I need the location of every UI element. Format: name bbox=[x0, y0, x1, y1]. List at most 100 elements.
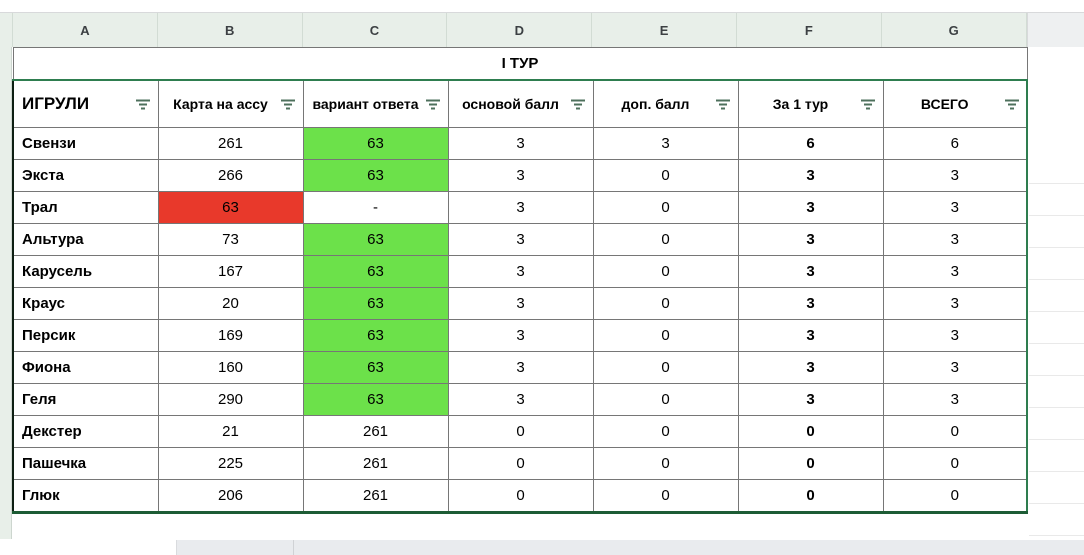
cell-karta[interactable]: 290 bbox=[157, 383, 304, 416]
header-karta[interactable]: Карта на ассу bbox=[157, 79, 304, 128]
cell-za-tur[interactable]: 3 bbox=[737, 223, 884, 256]
column-header-b[interactable]: B bbox=[157, 13, 303, 47]
cell-za-tur[interactable]: 3 bbox=[737, 287, 884, 320]
cell-karta[interactable]: 21 bbox=[157, 415, 304, 448]
cell-dop[interactable]: 0 bbox=[592, 223, 739, 256]
cell-player-name[interactable]: Глюк bbox=[12, 479, 159, 514]
cell-karta[interactable]: 160 bbox=[157, 351, 304, 384]
cell-osnovnoy[interactable]: 3 bbox=[447, 383, 594, 416]
cell-dop[interactable]: 0 bbox=[592, 159, 739, 192]
cell-vsego[interactable]: 3 bbox=[882, 351, 1028, 384]
cell-za-tur[interactable]: 3 bbox=[737, 351, 884, 384]
filter-icon[interactable] bbox=[281, 99, 296, 110]
header-za-tur[interactable]: За 1 тур bbox=[737, 79, 884, 128]
cell-variant[interactable]: 261 bbox=[302, 415, 449, 448]
cell-variant[interactable]: 63 bbox=[302, 127, 449, 160]
cell-variant[interactable]: 63 bbox=[302, 351, 449, 384]
header-osnovnoy[interactable]: основой балл bbox=[447, 79, 594, 128]
cell-osnovnoy[interactable]: 0 bbox=[447, 479, 594, 514]
cell-dop[interactable]: 0 bbox=[592, 447, 739, 480]
cell-player-name[interactable]: Свензи bbox=[12, 127, 159, 160]
cell-za-tur[interactable]: 0 bbox=[737, 479, 884, 514]
cell-za-tur[interactable]: 0 bbox=[737, 447, 884, 480]
cell-dop[interactable]: 3 bbox=[592, 127, 739, 160]
cell-osnovnoy[interactable]: 3 bbox=[447, 223, 594, 256]
cell-osnovnoy[interactable]: 3 bbox=[447, 191, 594, 224]
cell-karta[interactable]: 206 bbox=[157, 479, 304, 514]
cell-karta[interactable]: 73 bbox=[157, 223, 304, 256]
cell-za-tur[interactable]: 3 bbox=[737, 191, 884, 224]
cell-player-name[interactable]: Геля bbox=[12, 383, 159, 416]
cell-osnovnoy[interactable]: 0 bbox=[447, 415, 594, 448]
cell-player-name[interactable]: Пашечка bbox=[12, 447, 159, 480]
cell-osnovnoy[interactable]: 3 bbox=[447, 127, 594, 160]
cell-karta[interactable]: 20 bbox=[157, 287, 304, 320]
cell-karta[interactable]: 169 bbox=[157, 319, 304, 352]
cell-karta[interactable]: 167 bbox=[157, 255, 304, 288]
cell-dop[interactable]: 0 bbox=[592, 479, 739, 514]
cell-variant[interactable]: 261 bbox=[302, 447, 449, 480]
cell-vsego[interactable]: 3 bbox=[882, 191, 1028, 224]
header-dop[interactable]: доп. балл bbox=[592, 79, 739, 128]
cell-dop[interactable]: 0 bbox=[592, 351, 739, 384]
cell-player-name[interactable]: Карусель bbox=[12, 255, 159, 288]
cell-player-name[interactable]: Экста bbox=[12, 159, 159, 192]
cell-osnovnoy[interactable]: 3 bbox=[447, 351, 594, 384]
filter-icon[interactable] bbox=[426, 99, 441, 110]
cell-variant[interactable]: - bbox=[302, 191, 449, 224]
cell-osnovnoy[interactable]: 3 bbox=[447, 255, 594, 288]
cell-vsego[interactable]: 3 bbox=[882, 159, 1028, 192]
cell-dop[interactable]: 0 bbox=[592, 415, 739, 448]
cell-variant[interactable]: 63 bbox=[302, 223, 449, 256]
cell-za-tur[interactable]: 3 bbox=[737, 255, 884, 288]
cell-karta[interactable]: 225 bbox=[157, 447, 304, 480]
cell-vsego[interactable]: 3 bbox=[882, 319, 1028, 352]
row-header-strip[interactable] bbox=[0, 47, 12, 539]
cell-vsego[interactable]: 3 bbox=[882, 255, 1028, 288]
column-header-e[interactable]: E bbox=[592, 13, 737, 47]
cell-vsego[interactable]: 0 bbox=[882, 415, 1028, 448]
cell-za-tur[interactable]: 6 bbox=[737, 127, 884, 160]
cell-player-name[interactable]: Краус bbox=[12, 287, 159, 320]
cell-osnovnoy[interactable]: 0 bbox=[447, 447, 594, 480]
column-header-c[interactable]: C bbox=[302, 13, 448, 47]
cell-karta[interactable]: 266 bbox=[157, 159, 304, 192]
cell-player-name[interactable]: Фиона bbox=[12, 351, 159, 384]
round-title-cell[interactable]: I ТУР bbox=[12, 47, 1028, 81]
cell-vsego[interactable]: 3 bbox=[882, 287, 1028, 320]
cell-player-name[interactable]: Трал bbox=[12, 191, 159, 224]
header-vsego[interactable]: ВСЕГО bbox=[882, 79, 1028, 128]
filter-icon[interactable] bbox=[716, 99, 731, 110]
filter-icon[interactable] bbox=[571, 99, 586, 110]
cell-dop[interactable]: 0 bbox=[592, 191, 739, 224]
column-header-a[interactable]: A bbox=[13, 13, 158, 47]
column-header-f[interactable]: F bbox=[736, 13, 882, 47]
cell-vsego[interactable]: 6 bbox=[882, 127, 1028, 160]
cell-dop[interactable]: 0 bbox=[592, 287, 739, 320]
cell-variant[interactable]: 63 bbox=[302, 319, 449, 352]
cell-osnovnoy[interactable]: 3 bbox=[447, 159, 594, 192]
cell-osnovnoy[interactable]: 3 bbox=[447, 287, 594, 320]
cell-za-tur[interactable]: 0 bbox=[737, 415, 884, 448]
cell-za-tur[interactable]: 3 bbox=[737, 159, 884, 192]
cell-variant[interactable]: 63 bbox=[302, 159, 449, 192]
cell-dop[interactable]: 0 bbox=[592, 383, 739, 416]
cell-variant[interactable]: 63 bbox=[302, 255, 449, 288]
cell-player-name[interactable]: Декстер bbox=[12, 415, 159, 448]
column-header-g[interactable]: G bbox=[881, 13, 1027, 47]
column-header-d[interactable]: D bbox=[447, 13, 593, 47]
filter-icon[interactable] bbox=[861, 99, 876, 110]
cell-karta[interactable]: 63 bbox=[157, 191, 304, 224]
cell-vsego[interactable]: 0 bbox=[882, 447, 1028, 480]
cell-dop[interactable]: 0 bbox=[592, 255, 739, 288]
cell-za-tur[interactable]: 3 bbox=[737, 319, 884, 352]
cell-vsego[interactable]: 3 bbox=[882, 383, 1028, 416]
cell-variant[interactable]: 63 bbox=[302, 383, 449, 416]
cell-variant[interactable]: 63 bbox=[302, 287, 449, 320]
cell-vsego[interactable]: 0 bbox=[882, 479, 1028, 514]
horizontal-scrollbar-thumb[interactable] bbox=[0, 540, 177, 555]
cell-player-name[interactable]: Альтура bbox=[12, 223, 159, 256]
cell-variant[interactable]: 261 bbox=[302, 479, 449, 514]
header-variant[interactable]: вариант ответа bbox=[302, 79, 449, 128]
cell-osnovnoy[interactable]: 3 bbox=[447, 319, 594, 352]
